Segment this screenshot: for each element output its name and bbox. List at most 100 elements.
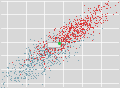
Point xyxy=(60,44,62,46)
Point xyxy=(21,71,22,72)
Point xyxy=(46,47,48,48)
Point xyxy=(80,20,82,21)
Point xyxy=(74,35,76,36)
Point xyxy=(76,29,78,30)
Point xyxy=(56,49,58,50)
Point xyxy=(80,40,82,41)
Point xyxy=(51,52,53,54)
Point xyxy=(35,45,37,47)
Point xyxy=(67,49,69,51)
Point xyxy=(69,18,70,20)
Point xyxy=(83,22,85,23)
Point xyxy=(60,40,62,41)
Point xyxy=(39,56,40,58)
Point xyxy=(21,83,23,85)
Point xyxy=(80,20,82,21)
Point xyxy=(49,50,51,51)
Point xyxy=(59,51,61,53)
Point xyxy=(49,53,51,55)
Point xyxy=(84,22,86,23)
Point xyxy=(32,75,34,76)
Point xyxy=(75,30,77,32)
Point xyxy=(74,35,76,37)
Point xyxy=(30,59,32,60)
Point xyxy=(54,40,56,42)
Point xyxy=(13,72,15,73)
Point xyxy=(45,42,47,44)
Point xyxy=(43,60,45,62)
Point xyxy=(67,37,69,38)
Point xyxy=(46,52,48,53)
Point xyxy=(25,59,27,60)
Point xyxy=(27,65,29,66)
Point xyxy=(86,20,88,21)
Point xyxy=(7,66,9,67)
Point xyxy=(53,62,55,64)
Point xyxy=(8,72,9,73)
Point xyxy=(60,56,62,57)
Point xyxy=(48,68,50,69)
Point xyxy=(51,48,53,50)
Point xyxy=(61,44,63,45)
Point xyxy=(44,66,46,68)
Point xyxy=(41,46,43,48)
Point xyxy=(58,40,60,41)
Point xyxy=(48,54,50,56)
Point xyxy=(27,74,29,75)
Point xyxy=(87,28,88,29)
Point xyxy=(52,39,54,41)
Point xyxy=(14,80,16,81)
Point xyxy=(54,58,56,59)
Point xyxy=(64,40,66,41)
Point xyxy=(70,23,72,25)
Point xyxy=(58,40,60,41)
Point xyxy=(49,52,51,54)
Point xyxy=(67,45,69,46)
Point xyxy=(70,42,72,43)
Point xyxy=(59,34,61,36)
Point xyxy=(62,40,64,41)
Point xyxy=(67,25,69,27)
Point xyxy=(54,38,56,40)
Point xyxy=(54,45,56,46)
Point xyxy=(42,54,43,56)
Point xyxy=(43,53,45,55)
Point xyxy=(96,15,98,16)
Point xyxy=(62,47,64,48)
Point xyxy=(56,58,57,59)
Point xyxy=(43,45,45,47)
Point xyxy=(45,49,47,50)
Point xyxy=(95,23,97,24)
Point xyxy=(104,2,106,3)
Point xyxy=(43,57,45,58)
Point xyxy=(47,42,49,44)
Point xyxy=(63,40,64,42)
Point xyxy=(53,61,55,62)
Point xyxy=(29,50,31,51)
Point xyxy=(54,55,56,56)
Point xyxy=(60,48,62,49)
Point xyxy=(35,63,36,64)
Point xyxy=(94,16,96,18)
Point xyxy=(76,51,78,53)
Point xyxy=(58,56,60,58)
Point xyxy=(79,23,81,24)
Point xyxy=(52,47,54,48)
Point xyxy=(63,37,64,39)
Point xyxy=(42,53,44,54)
Point xyxy=(99,10,101,12)
Point xyxy=(57,36,59,38)
Point xyxy=(23,59,25,61)
Point xyxy=(66,27,68,28)
Point xyxy=(91,14,93,16)
Point xyxy=(77,25,79,27)
Point xyxy=(34,63,36,64)
Point xyxy=(37,59,39,60)
Point xyxy=(102,21,104,23)
Point xyxy=(105,4,107,5)
Point xyxy=(61,29,63,30)
Point xyxy=(59,27,61,29)
Point xyxy=(51,43,53,45)
Point xyxy=(43,43,45,44)
Point xyxy=(75,16,77,17)
